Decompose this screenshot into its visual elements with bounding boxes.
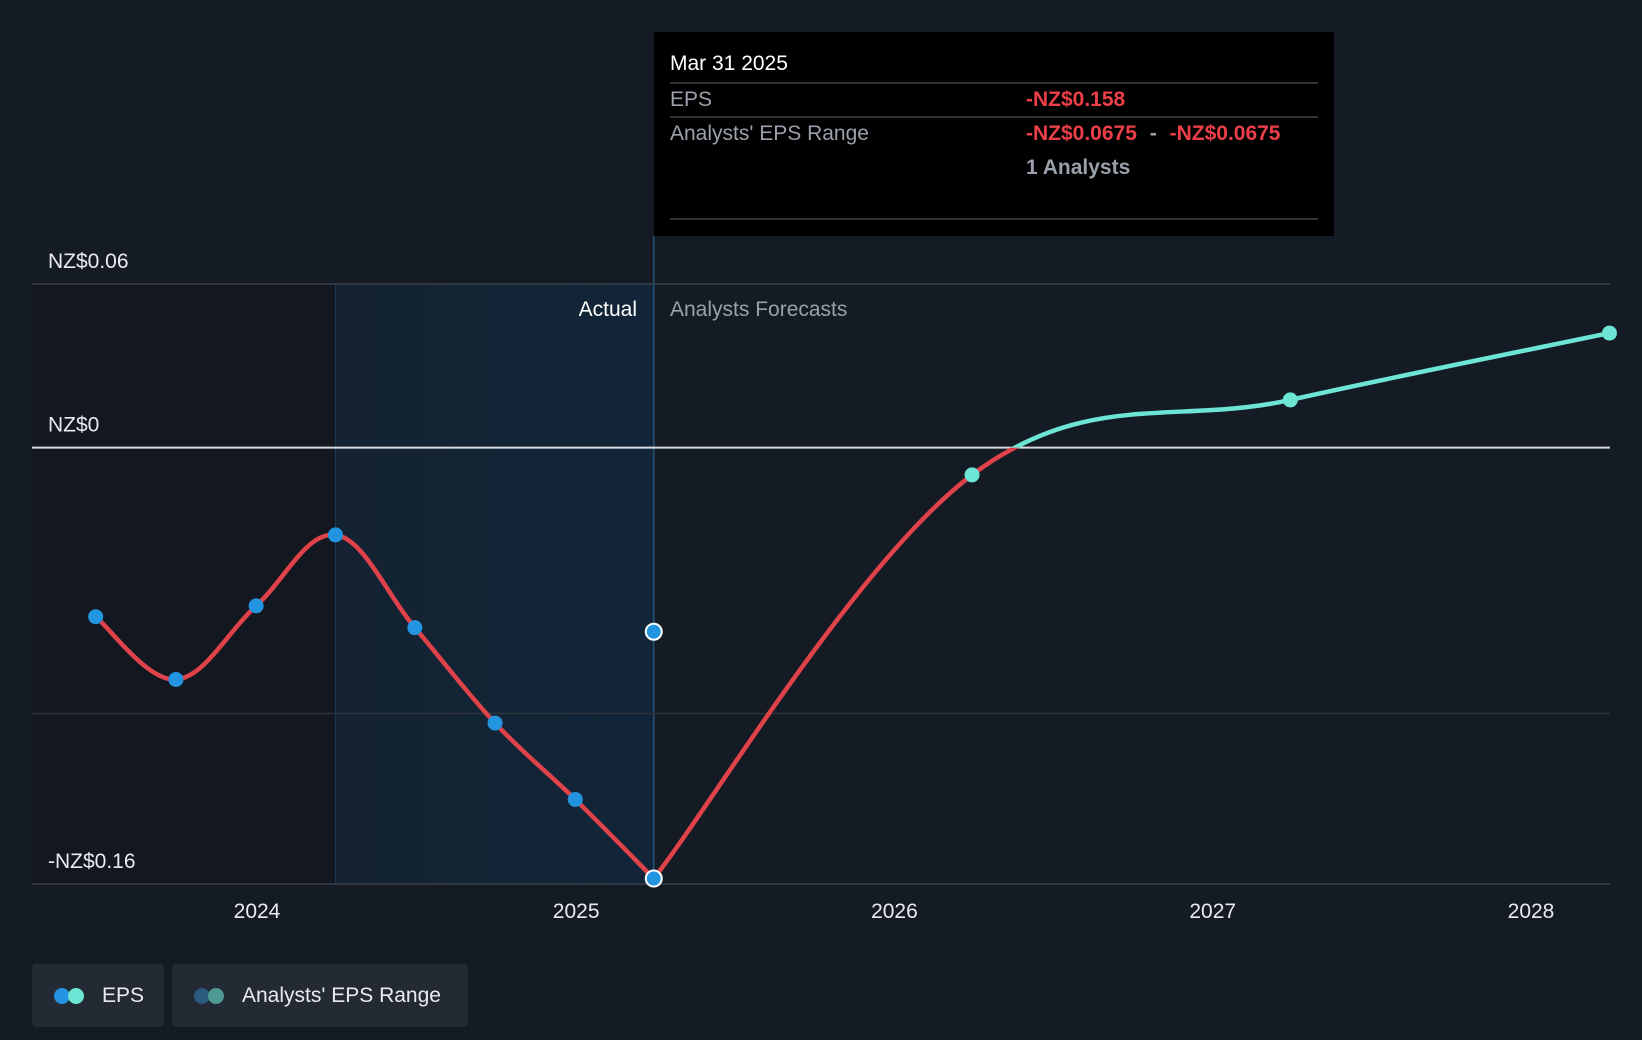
legend-eps-range-label: Analysts' EPS Range [242, 983, 441, 1007]
x-tick-label: 2028 [1508, 900, 1555, 923]
tooltip-range-label: Analysts' EPS Range [670, 122, 869, 145]
y-tick-label: NZ$0.06 [48, 250, 129, 273]
x-tick-label: 2026 [871, 900, 918, 923]
eps-forecast-point[interactable] [1601, 325, 1617, 341]
tooltip-eps-value: -NZ$0.158 [1026, 88, 1126, 111]
legend-eps[interactable]: EPS [32, 964, 164, 1027]
eps-forecast-line-positive [1010, 330, 1612, 448]
eps-actual-point[interactable] [567, 791, 583, 807]
eps-legend-icon [54, 987, 88, 1004]
eps-actual-point[interactable] [327, 527, 343, 543]
hover-tooltip: Mar 31 2025 EPS -NZ$0.158 Analysts' EPS … [654, 32, 1334, 236]
y-tick-label: NZ$0 [48, 414, 99, 437]
legend-eps-range[interactable]: Analysts' EPS Range [172, 964, 468, 1027]
legend-eps-label: EPS [102, 983, 145, 1007]
tooltip-range-low: -NZ$0.0675 [1026, 122, 1137, 145]
eps-actual-point[interactable] [407, 620, 423, 636]
eps-actual-point[interactable] [168, 671, 184, 687]
tooltip-range-sep: - [1150, 122, 1157, 145]
tooltip-date: Mar 31 2025 [670, 52, 788, 75]
eps-points [88, 325, 1617, 888]
tooltip-range-high: -NZ$0.0675 [1170, 122, 1281, 145]
tooltip-analysts: 1 Analysts [1026, 156, 1130, 179]
tooltip-box [654, 32, 1334, 236]
eps-range-legend-icon [194, 987, 228, 1004]
eps-actual-point[interactable] [88, 609, 104, 625]
tooltip-range-values: -NZ$0.0675 - -NZ$0.0675 [1026, 122, 1281, 145]
tooltip-eps-label: EPS [670, 88, 712, 111]
eps-actual-line [93, 532, 657, 881]
x-tick-label: 2025 [553, 900, 600, 923]
actual-band [335, 284, 654, 884]
eps-range-point[interactable] [644, 622, 663, 641]
x-tick-label: 2027 [1189, 900, 1236, 923]
x-tick-label: 2024 [234, 900, 281, 923]
eps-actual-point[interactable] [644, 869, 663, 888]
eps-actual-point[interactable] [248, 598, 264, 614]
grid-lines [32, 283, 1610, 885]
eps-lines [93, 330, 1612, 881]
eps-forecast-line-negative [651, 447, 1020, 881]
y-tick-label: -NZ$0.16 [48, 850, 136, 873]
eps-forecast-point[interactable] [964, 467, 980, 483]
eps-forecast-point[interactable] [1282, 392, 1298, 408]
forecast-region-label: Analysts Forecasts [670, 298, 847, 321]
actual-region-label: Actual [579, 298, 637, 321]
eps-actual-point[interactable] [487, 715, 503, 731]
x-tick-labels: 2024 2025 2026 2027 2028 [234, 900, 1555, 923]
past-shade [32, 284, 336, 884]
y-tick-labels: NZ$0.06 NZ$0 -NZ$0.16 [48, 250, 136, 873]
